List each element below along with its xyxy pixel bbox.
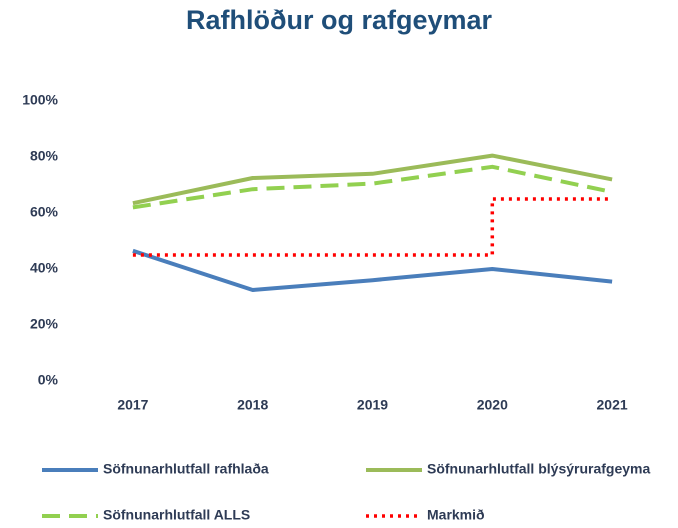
legend-label: Markmið [427, 507, 485, 523]
legend-label: Söfnunarhlutfall ALLS [103, 507, 250, 523]
x-tick-label: 2019 [357, 397, 388, 413]
y-tick-label: 0% [38, 372, 59, 388]
legend-label: Söfnunarhlutfall blýsýrurafgeyma [427, 461, 650, 477]
series-line [132, 197, 613, 257]
y-tick-label: 60% [30, 204, 59, 220]
x-tick-label: 2020 [477, 397, 508, 413]
y-tick-label: 20% [30, 316, 59, 332]
x-tick-label: 2018 [237, 397, 268, 413]
legend-label: Söfnunarhlutfall rafhlaða [103, 461, 269, 477]
x-tick-label: 2017 [117, 397, 148, 413]
y-tick-label: 40% [30, 260, 59, 276]
y-tick-label: 80% [30, 148, 59, 164]
x-tick-label: 2021 [597, 397, 628, 413]
chart-title: Rafhlöður og rafgeymar [186, 5, 493, 35]
series-line [132, 248, 613, 292]
series-line [132, 153, 613, 206]
y-tick-label: 100% [22, 92, 58, 108]
